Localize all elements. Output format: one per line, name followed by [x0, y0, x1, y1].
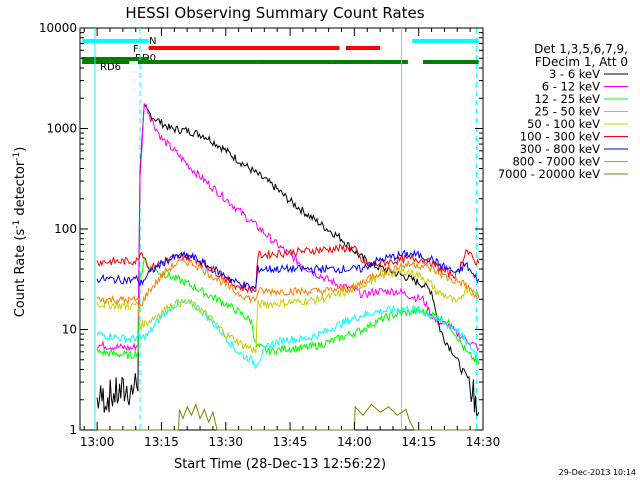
y-axis-label-mid: detector [13, 160, 28, 220]
vertical-markers [94, 28, 478, 430]
legend-entry: 300 - 800 keV [520, 142, 600, 156]
legend-entry: 12 - 25 keV [534, 92, 600, 106]
x-tick-label: 13:00 [80, 435, 115, 449]
chart-title: HESSI Observing Summary Count Rates [125, 4, 424, 22]
legend-header-1: Det 1,3,5,6,7,9, [534, 42, 628, 56]
legend-entry: 800 - 7000 keV [512, 155, 600, 169]
series-line [96, 104, 480, 352]
x-tick-label: 13:45 [273, 435, 308, 449]
series-lines [96, 102, 480, 431]
y-tick-label: 1000 [46, 122, 77, 136]
flag-label: RD6 [100, 62, 121, 73]
legend-entry: 6 - 12 keV [542, 80, 600, 94]
flag-bars: NFRD0RD6 [82, 36, 479, 73]
y-axis-label-sup1: -1 [12, 220, 22, 229]
legend: Det 1,3,5,6,7,9, FDecim 1, Att 0 3 - 6 k… [498, 42, 628, 181]
x-axis: 13:00 13:15 13:30 13:45 14:00 14:15 14:30 [80, 28, 500, 449]
x-axis-label: Start Time (28-Dec-13 12:56:22) [174, 457, 386, 472]
series-line [96, 102, 480, 416]
legend-entry: 100 - 300 keV [520, 130, 600, 144]
legend-header-2: FDecim 1, Att 0 [535, 55, 628, 69]
legend-entry: 50 - 100 keV [527, 117, 600, 131]
y-axis-label-main: Count Rate (s [13, 229, 28, 318]
flag-label: F [133, 44, 139, 55]
flag-label: N [149, 36, 156, 47]
y-axis-label-sup2: -1 [12, 152, 22, 161]
y-tick-label: 100 [54, 222, 77, 236]
y-tick-label: 1 [69, 423, 77, 437]
y-tick-label: 10000 [39, 21, 77, 35]
series-line [96, 298, 480, 370]
series-line [96, 243, 480, 295]
y-axis-label-end: ) [13, 147, 28, 152]
legend-entry: 3 - 6 keV [549, 67, 600, 81]
series-line [96, 255, 480, 307]
x-tick-label: 14:15 [401, 435, 436, 449]
series-line [96, 267, 480, 354]
y-axis-label: Count Rate (s-1 detector-1) [12, 147, 28, 318]
x-tick-label: 13:15 [144, 435, 179, 449]
series-line [96, 258, 480, 365]
y-axis: 1 10 100 1000 10000 [39, 21, 483, 437]
x-tick-label: 14:00 [337, 435, 372, 449]
x-tick-label: 13:30 [208, 435, 243, 449]
legend-entry: 7000 - 20000 keV [498, 167, 600, 181]
legend-entry: 25 - 50 keV [534, 105, 600, 119]
series-line [97, 402, 479, 431]
x-tick-label: 14:30 [466, 435, 501, 449]
timestamp: 29-Dec-2013 10:14 [559, 468, 636, 477]
series-line [96, 249, 480, 291]
y-tick-label: 10 [62, 323, 77, 337]
